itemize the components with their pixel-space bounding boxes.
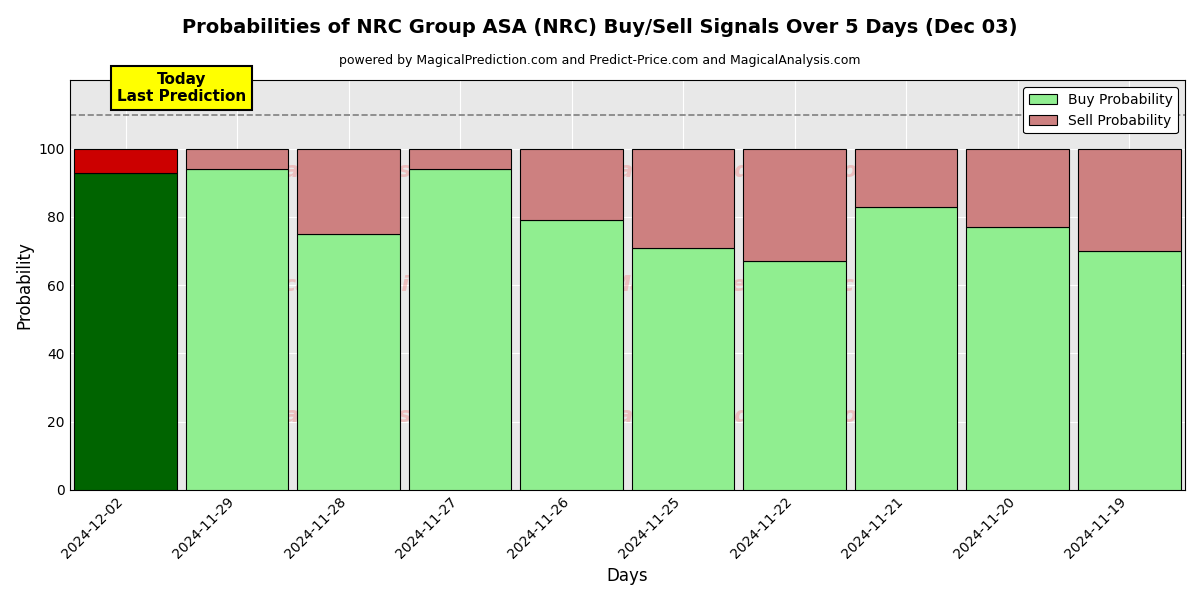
Bar [1078, 149, 1181, 251]
Text: MagicalPrediction.co: MagicalPrediction.co [608, 275, 870, 295]
Bar [743, 149, 846, 262]
Text: calAnalysis.com: calAnalysis.com [271, 161, 472, 181]
Bar [521, 220, 623, 490]
Bar [298, 149, 400, 234]
Bar [74, 149, 176, 173]
Bar [409, 149, 511, 169]
Text: calAnalysis.co: calAnalysis.co [282, 275, 460, 295]
Text: calAnalysis.com: calAnalysis.com [271, 406, 472, 426]
Bar [186, 169, 288, 490]
X-axis label: Days: Days [606, 567, 648, 585]
Text: powered by MagicalPrediction.com and Predict-Price.com and MagicalAnalysis.com: powered by MagicalPrediction.com and Pre… [340, 54, 860, 67]
Bar [409, 169, 511, 490]
Bar [521, 149, 623, 220]
Bar [632, 248, 734, 490]
Bar [74, 173, 176, 490]
Legend: Buy Probability, Sell Probability: Buy Probability, Sell Probability [1024, 88, 1178, 133]
Bar [743, 262, 846, 490]
Bar [186, 149, 288, 169]
Y-axis label: Probability: Probability [14, 241, 34, 329]
Text: MagicalPrediction.com: MagicalPrediction.com [596, 161, 881, 181]
Bar [966, 227, 1069, 490]
Text: Probabilities of NRC Group ASA (NRC) Buy/Sell Signals Over 5 Days (Dec 03): Probabilities of NRC Group ASA (NRC) Buy… [182, 18, 1018, 37]
Text: Today
Last Prediction: Today Last Prediction [116, 72, 246, 104]
Bar [632, 149, 734, 248]
Bar [298, 234, 400, 490]
Bar [854, 149, 958, 207]
Bar [966, 149, 1069, 227]
Bar [1078, 251, 1181, 490]
Text: MagicalPrediction.com: MagicalPrediction.com [596, 406, 881, 426]
Bar [854, 207, 958, 490]
